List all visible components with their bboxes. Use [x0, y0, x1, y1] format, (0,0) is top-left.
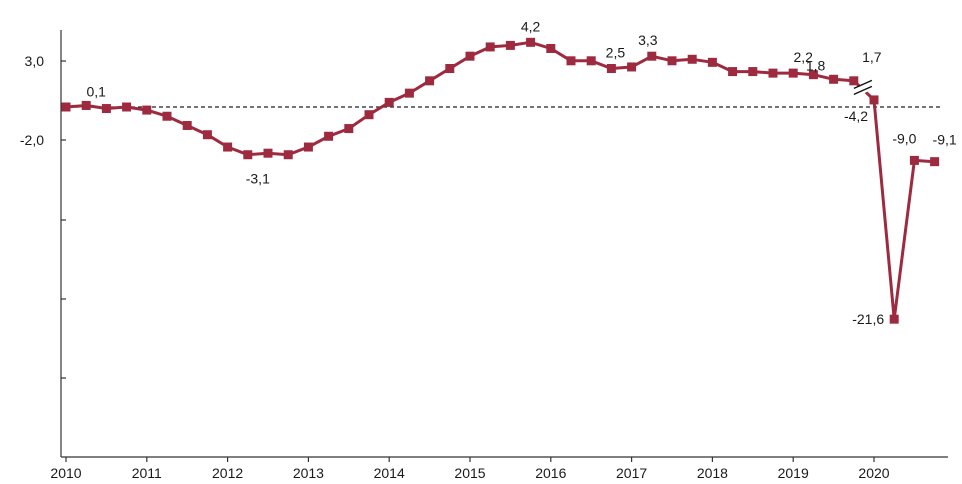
axis-break-mark — [853, 79, 873, 90]
data-point — [202, 130, 212, 140]
data-point — [324, 131, 334, 141]
data-point — [566, 56, 576, 66]
data-point — [829, 74, 839, 84]
x-tick-label: 2013 — [293, 465, 324, 481]
x-tick-label: 2012 — [212, 465, 243, 481]
data-point — [606, 64, 616, 73]
x-tick-label: 2011 — [132, 465, 162, 481]
data-point — [808, 70, 818, 80]
data-point — [849, 76, 859, 86]
data-point — [162, 111, 172, 121]
data-label: 2,5 — [606, 45, 626, 61]
data-point — [425, 76, 435, 86]
data-label: 1,7 — [862, 49, 882, 65]
data-point — [768, 68, 778, 78]
data-point — [788, 68, 798, 78]
x-tick-label: 2015 — [454, 465, 485, 481]
data-point — [182, 120, 192, 130]
x-tick-label: 2017 — [616, 465, 647, 481]
data-point — [647, 51, 657, 61]
data-point — [667, 56, 677, 66]
data-point — [707, 57, 717, 67]
data-point — [546, 43, 556, 53]
data-label: -9,0 — [892, 130, 916, 146]
y-tick-label: -2,0 — [20, 132, 44, 148]
series-line — [65, 40, 935, 321]
x-tick-label: 2018 — [697, 465, 728, 481]
data-point — [930, 157, 940, 167]
data-label: -3,1 — [246, 171, 270, 187]
data-label: -21,6 — [852, 311, 884, 327]
data-label: -4,2 — [844, 108, 868, 124]
data-point — [526, 37, 536, 47]
axes: 3,0 -2,0 2010 2011 2012 2013 2014 2015 2016 2017 2… — [20, 30, 948, 481]
data-point — [243, 150, 253, 160]
data-point — [889, 314, 899, 324]
y-tick-label: 3,0 — [25, 53, 45, 69]
data-point — [223, 142, 233, 152]
data-point — [303, 142, 313, 152]
x-tick-label: 2019 — [778, 465, 809, 481]
data-point — [344, 124, 354, 134]
data-point — [748, 67, 758, 77]
data-point — [364, 110, 374, 120]
data-point — [384, 97, 394, 107]
data-label: 1,8 — [806, 57, 826, 73]
data-point — [909, 155, 919, 165]
data-point — [404, 88, 414, 98]
data-point — [122, 102, 132, 112]
data-point — [586, 56, 596, 66]
data-label: 2,2 — [793, 49, 813, 65]
data-point — [81, 100, 91, 110]
data-point — [627, 62, 637, 72]
data-point — [728, 67, 738, 77]
data-point — [465, 51, 475, 61]
data-point — [61, 102, 71, 112]
data-point — [445, 64, 455, 73]
data-label: 3,3 — [638, 32, 658, 48]
data-labels-group: 0,1 -3,1 4,2 2,5 3,3 2,21,8 1,7 -4,2 -21,6 -9,0 -9… — [86, 18, 956, 327]
data-label: 4,2 — [521, 18, 541, 34]
axis-break-mark — [853, 85, 873, 96]
data-label: 0,1 — [86, 83, 106, 99]
data-point — [505, 40, 515, 50]
x-tick-label: 2020 — [858, 465, 889, 481]
data-point — [869, 95, 879, 105]
data-point — [283, 150, 293, 160]
data-label: -9,1 — [933, 132, 957, 148]
x-tick-label: 2014 — [374, 465, 405, 481]
data-point — [142, 105, 152, 115]
series-group — [61, 37, 940, 324]
x-tick-label: 2016 — [535, 465, 566, 481]
data-point — [101, 104, 111, 114]
x-tick-label: 2010 — [50, 465, 81, 481]
data-point — [687, 54, 697, 64]
data-point — [263, 148, 273, 158]
data-point — [485, 42, 495, 52]
